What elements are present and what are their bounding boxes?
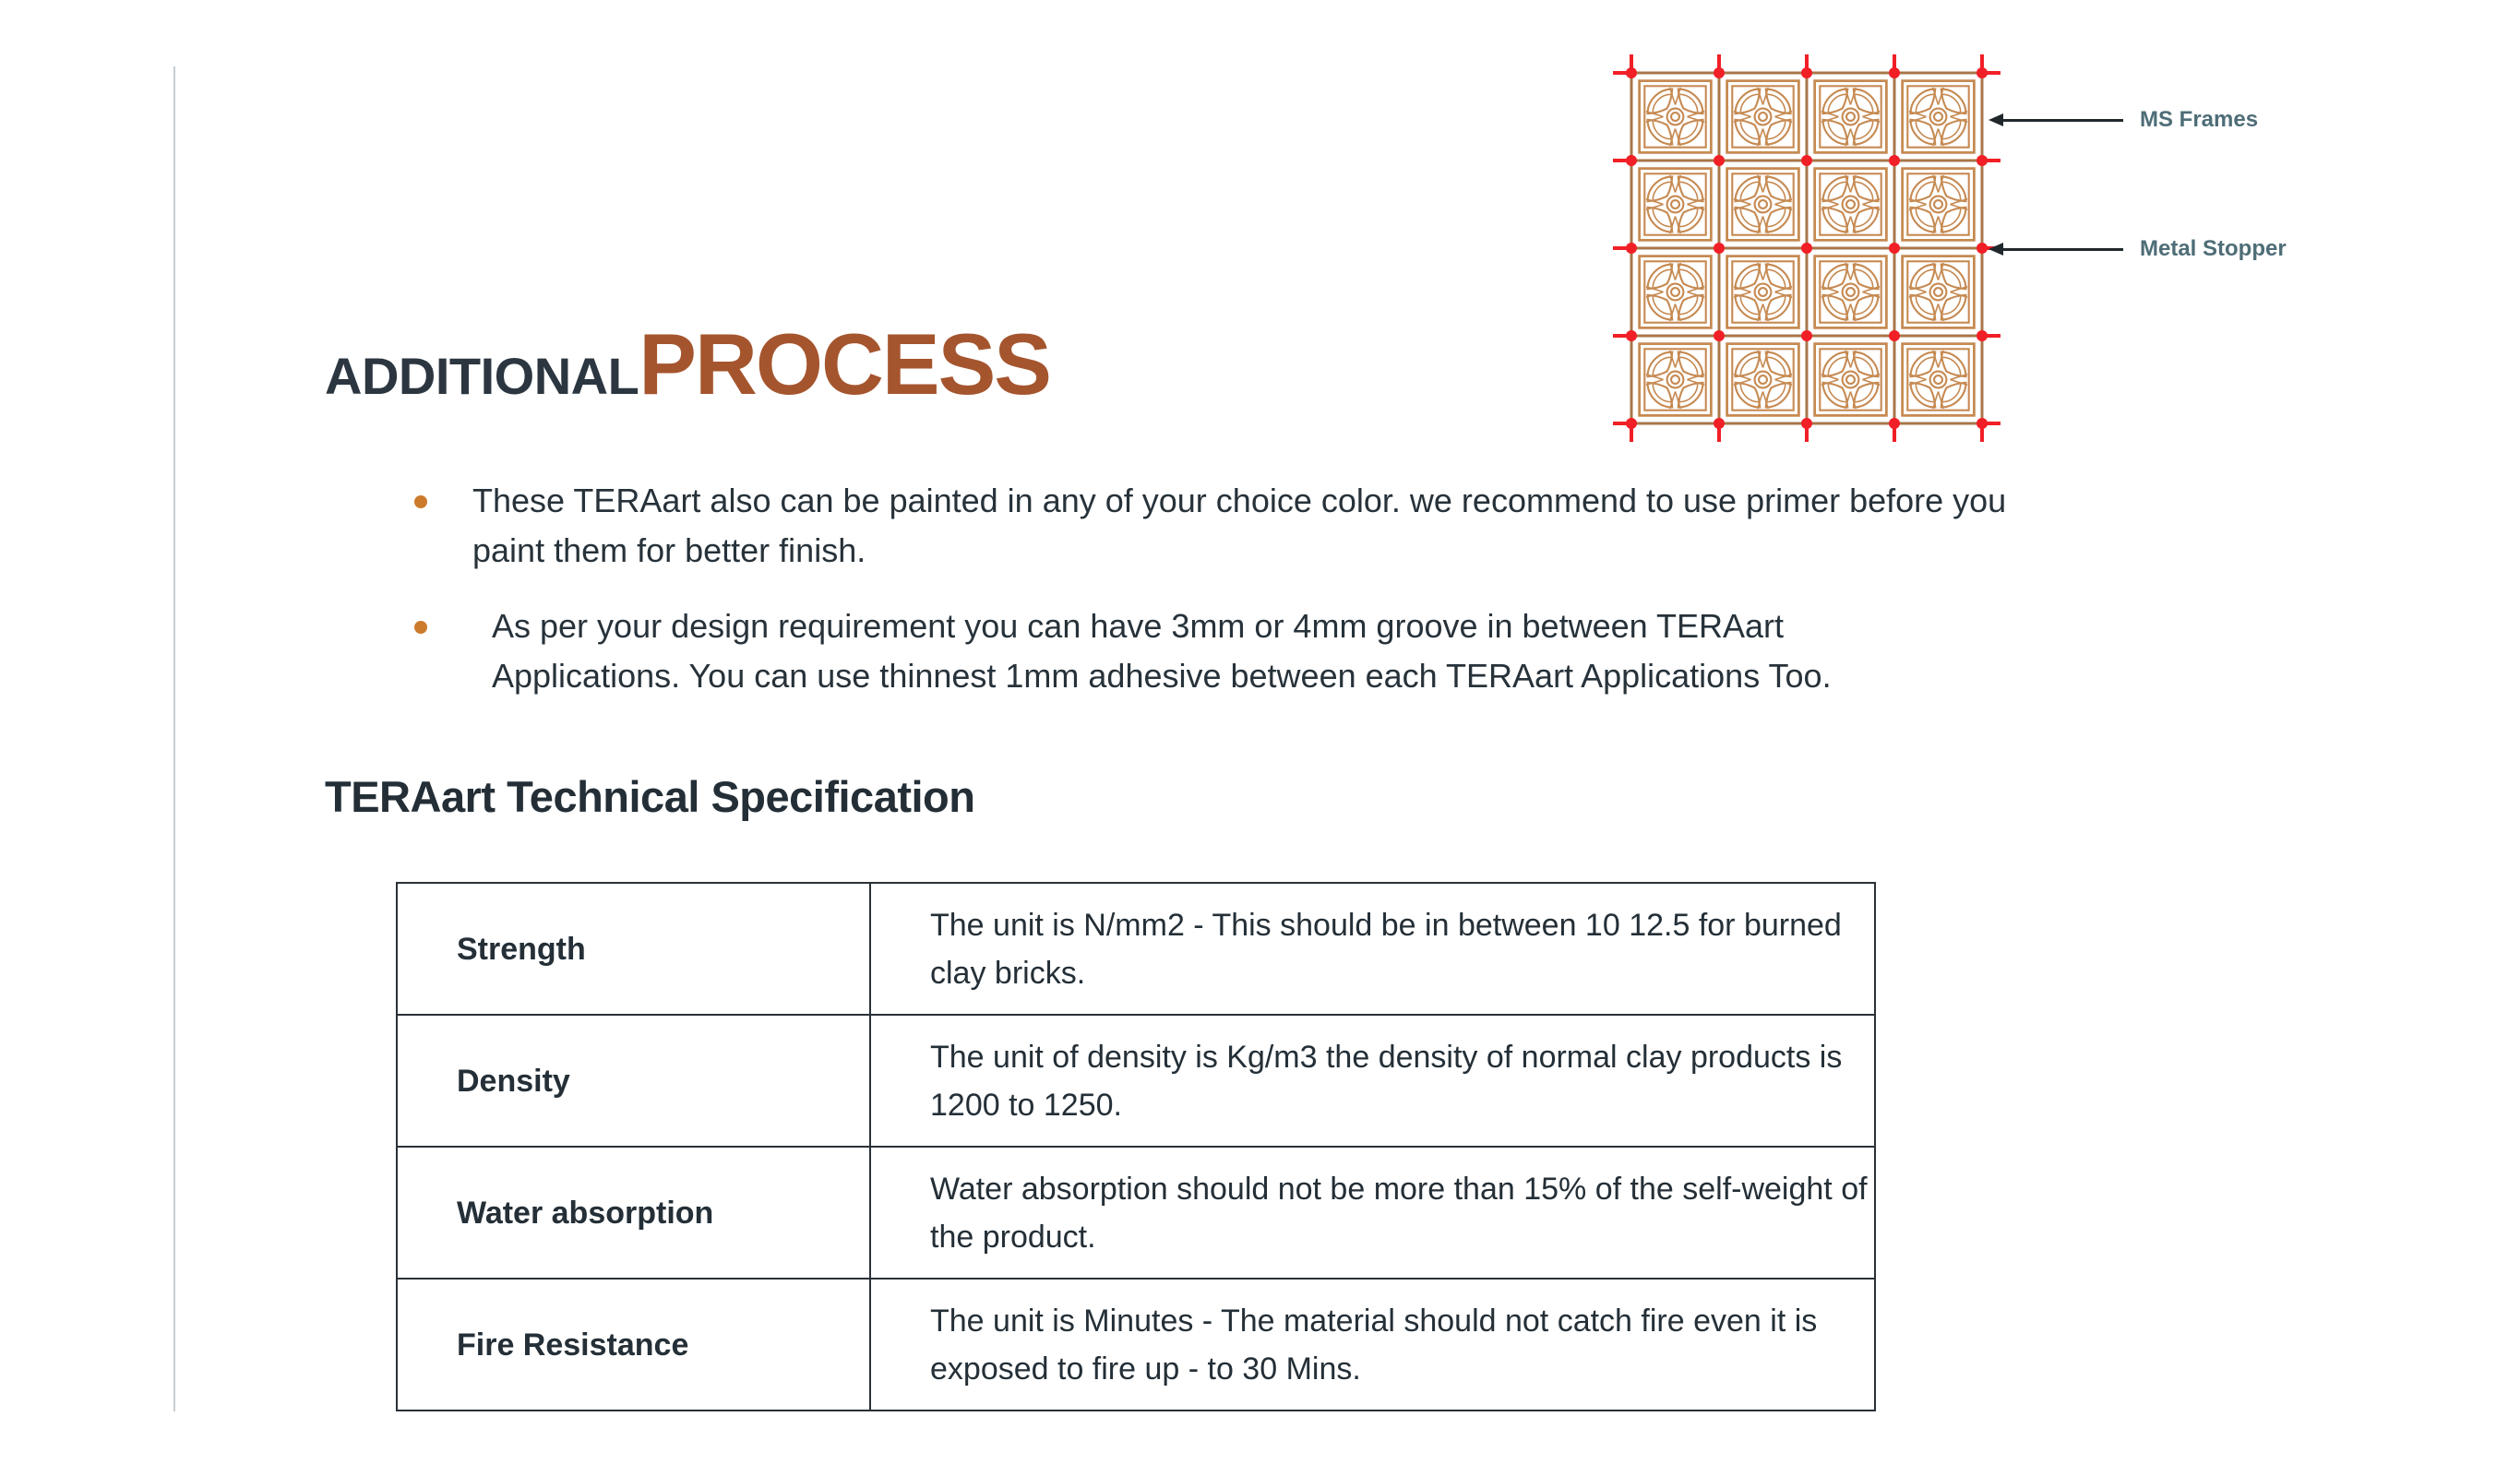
spec-description-text: The unit of density is Kg/m3 the density…	[930, 1039, 1843, 1123]
spec-description-text: Water absorption should not be more than…	[930, 1171, 1868, 1255]
bullet-text: As per your design requirement you can h…	[492, 607, 1832, 695]
spec-description-text: The unit is Minutes - The material shoul…	[930, 1303, 1818, 1387]
annotation-label: MS Frames	[2140, 107, 2259, 132]
page-margin-rule	[173, 66, 175, 1411]
arrow-left-icon	[1989, 113, 2003, 126]
spec-property: Fire Resistance	[396, 1278, 871, 1411]
spec-table: Strength The unit is N/mm2 - This should…	[396, 882, 1876, 1411]
arrow-left-icon	[1989, 243, 2003, 256]
table-row: Strength The unit is N/mm2 - This should…	[396, 882, 1876, 1016]
spec-description: The unit of density is Kg/m3 the density…	[869, 1014, 1876, 1148]
bullet-item: These TERAart also can be painted in any…	[409, 476, 2023, 576]
spec-description-text: The unit is N/mm2 - This should be in be…	[930, 907, 1842, 991]
spec-property: Strength	[396, 882, 871, 1016]
page-title: ADDITIONAL PROCESS	[325, 315, 1052, 412]
bullet-item: As per your design requirement you can h…	[409, 601, 1904, 701]
spec-description: Water absorption should not be more than…	[869, 1146, 1876, 1280]
title-emphasis: PROCESS	[639, 315, 1052, 412]
arrow-line	[2003, 118, 2123, 122]
spec-heading: TERAart Technical Specification	[325, 772, 975, 821]
spec-property: Water absorption	[396, 1146, 871, 1280]
title-prefix: ADDITIONAL	[325, 347, 639, 405]
jali-grid-illustration	[1613, 54, 2000, 442]
bullet-text: These TERAart also can be painted in any…	[472, 482, 2007, 569]
annotation-label: Metal Stopper	[2140, 236, 2287, 261]
table-row: Fire Resistance The unit is Minutes - Th…	[396, 1278, 1876, 1411]
spec-description: The unit is N/mm2 - This should be in be…	[869, 882, 1876, 1016]
table-row: Density The unit of density is Kg/m3 the…	[396, 1014, 1876, 1148]
spec-description: The unit is Minutes - The material shoul…	[869, 1278, 1876, 1411]
spec-property: Density	[396, 1014, 871, 1148]
annotation-ms-frames: MS Frames	[1989, 107, 2258, 133]
bullet-dot-icon	[414, 621, 427, 634]
bullet-dot-icon	[414, 495, 427, 508]
arrow-line	[2003, 247, 2123, 251]
annotation-metal-stopper: Metal Stopper	[1989, 236, 2287, 262]
table-row: Water absorption Water absorption should…	[396, 1146, 1876, 1280]
